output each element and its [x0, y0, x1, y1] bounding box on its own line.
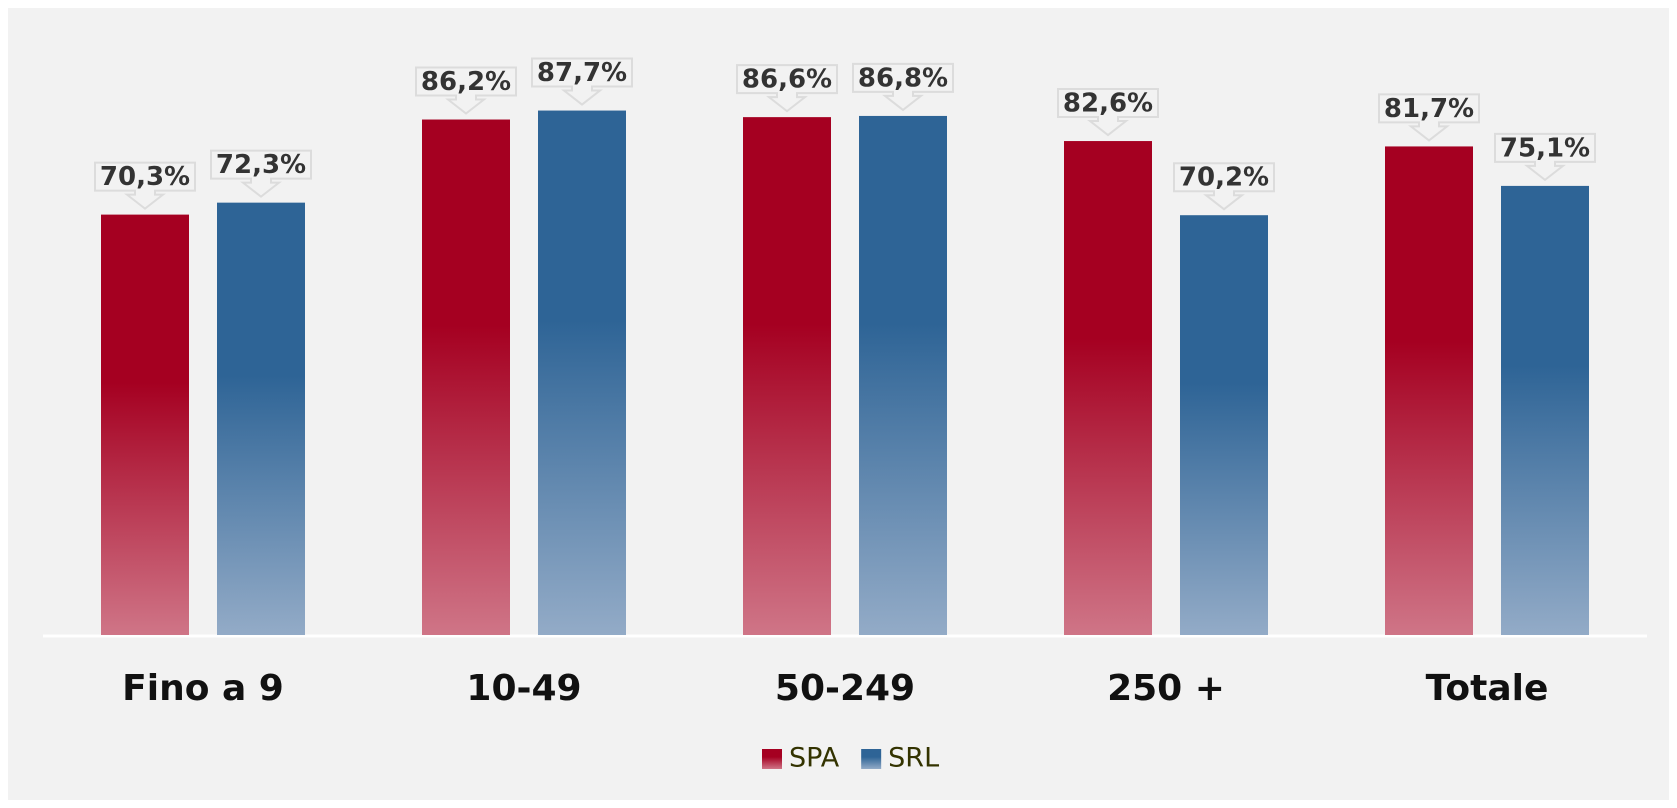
data-label: 86,2%: [421, 67, 511, 97]
data-label-callout: [94, 161, 196, 210]
bar: [1064, 141, 1152, 635]
data-label: 70,3%: [100, 162, 190, 192]
data-label-callout: [1494, 132, 1596, 182]
data-label-callout: [210, 149, 312, 198]
x-tick-label: Totale: [1426, 668, 1549, 709]
data-label-callout: [415, 66, 517, 115]
x-tick-label: 50-249: [775, 668, 915, 709]
data-label: 81,7%: [1384, 94, 1474, 124]
x-tick-label: 250 +: [1107, 668, 1225, 709]
bar: [859, 115, 947, 636]
data-label: 87,7%: [537, 58, 627, 88]
legend-swatch: [762, 749, 782, 769]
legend-label: SRL: [888, 743, 939, 774]
data-label-callout: [1173, 162, 1275, 211]
bar: [1501, 185, 1589, 636]
bar: [538, 110, 626, 635]
bar: [101, 214, 189, 635]
legend-swatch: [861, 749, 882, 769]
bar: [422, 119, 510, 636]
data-label: 82,6%: [1063, 89, 1153, 119]
data-label: 72,3%: [216, 150, 306, 180]
legend-label: SPA: [789, 743, 840, 774]
data-label: 70,2%: [1179, 163, 1269, 193]
data-label: 75,1%: [1500, 133, 1590, 163]
data-label-callout: [531, 57, 633, 106]
bar: [1385, 146, 1473, 635]
x-tick-label: Fino a 9: [122, 668, 284, 709]
data-label-callout: [1378, 93, 1480, 142]
bar: [743, 117, 831, 635]
data-label-callout: [1057, 88, 1159, 137]
bar: [217, 202, 305, 635]
x-tick-label: 10-49: [466, 668, 581, 709]
data-label-callout: [736, 64, 838, 113]
bar: [1180, 215, 1268, 636]
data-label: 86,8%: [858, 63, 948, 93]
data-label-callout: [852, 62, 954, 112]
data-label: 86,6%: [742, 65, 832, 95]
